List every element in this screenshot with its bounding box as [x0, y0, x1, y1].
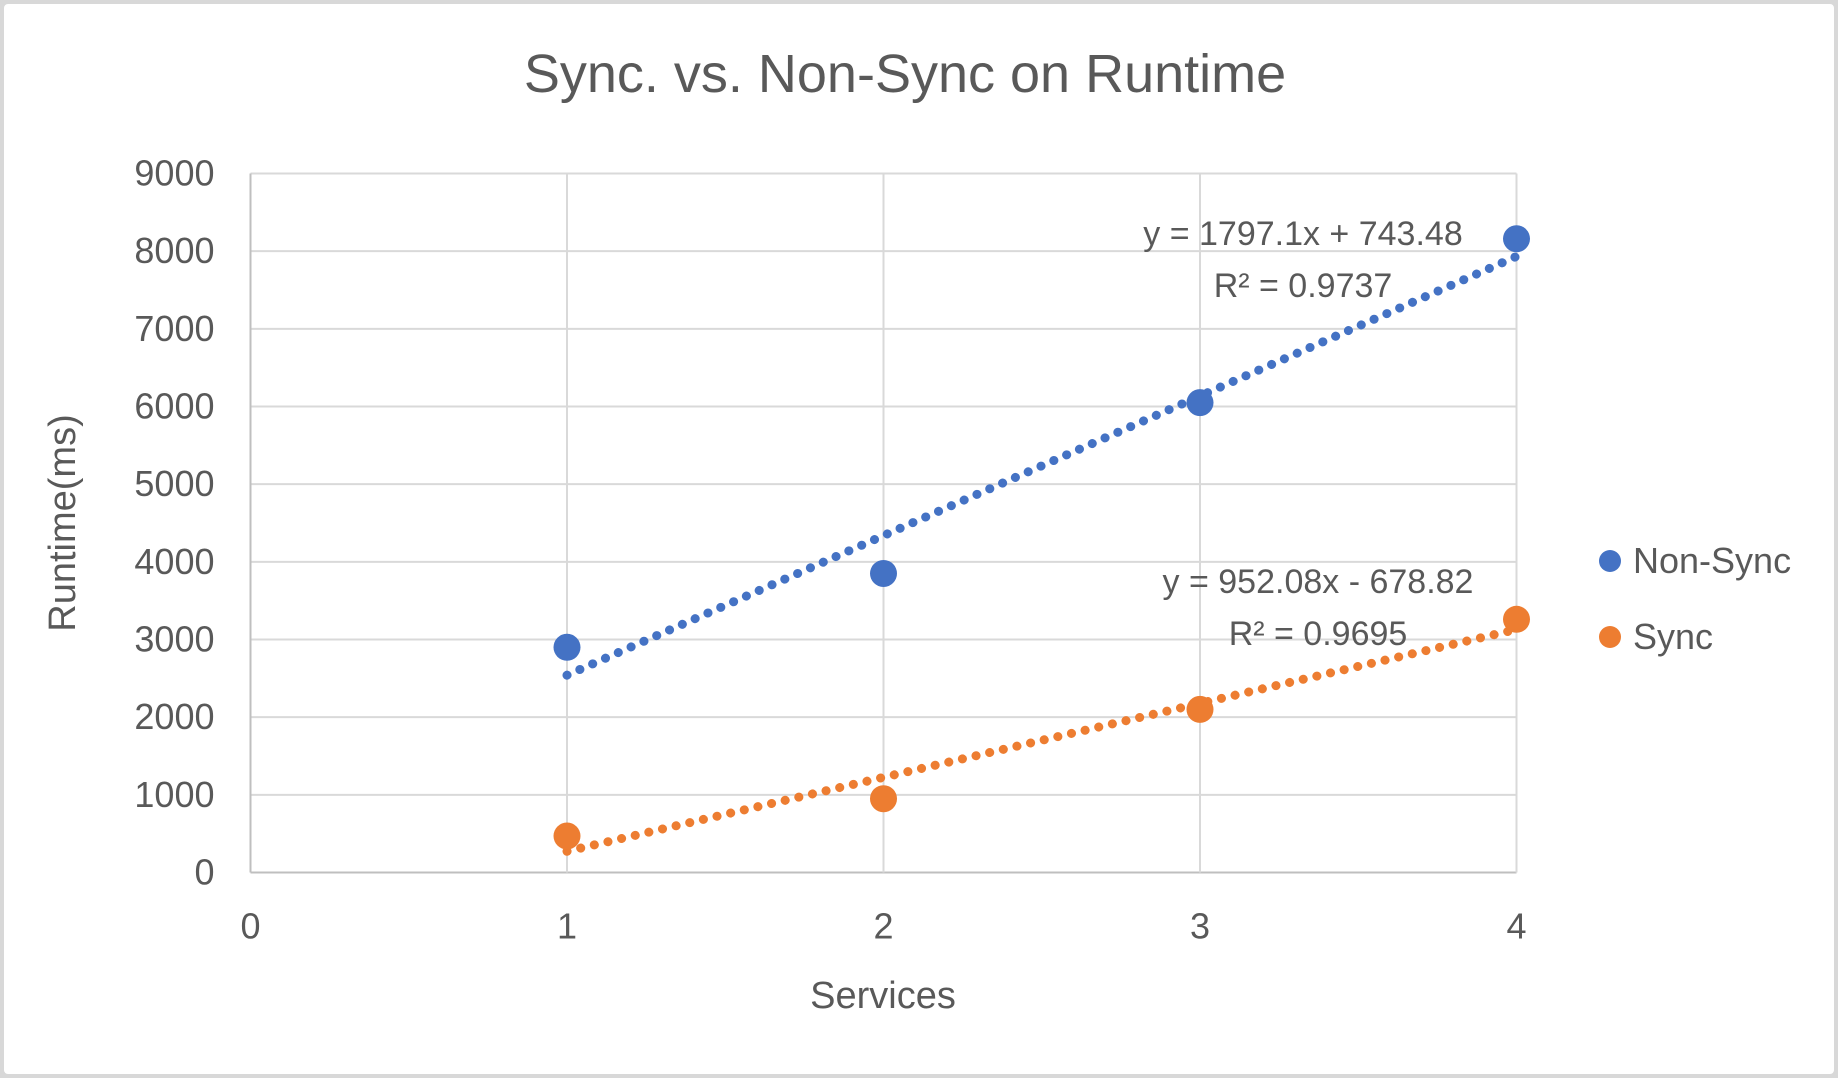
- sync-data-point-marker: [553, 822, 581, 850]
- y-tick-label: 4000: [134, 541, 214, 582]
- nonsync-trendline: [562, 251, 1521, 680]
- legend-marker-nonsync-icon: [1599, 550, 1621, 572]
- y-axis-title: Runtime(ms): [42, 414, 84, 631]
- sync-data-point-marker: [1503, 605, 1530, 633]
- legend: Non-Sync Sync: [1599, 540, 1791, 657]
- y-tick-label: 6000: [134, 386, 214, 427]
- y-tick-label: 5000: [134, 463, 214, 504]
- y-tick-label: 1000: [134, 774, 214, 815]
- sync-data-point-marker: [1186, 695, 1214, 723]
- y-tick-label: 0: [194, 852, 214, 893]
- sync-trendline: [562, 624, 1521, 856]
- plot-area: 0 1000 2000 3000 4000 5000 6000 7000 8000 9000 0 1 2…: [134, 153, 1530, 947]
- legend-label-sync: Sync: [1633, 616, 1713, 657]
- nonsync-trendline-r-squared: R² = 0.9737: [1214, 267, 1393, 305]
- x-axis-title: Services: [810, 975, 956, 1017]
- sync-trendline-r-squared: R² = 0.9695: [1229, 615, 1408, 653]
- nonsync-data-point-marker: [1186, 389, 1214, 417]
- x-tick-label: 3: [1190, 906, 1210, 947]
- sync-trendline-equation: y = 952.08x - 678.82: [1163, 563, 1474, 601]
- x-tick-label: 0: [240, 906, 260, 947]
- nonsync-data-point-marker: [553, 633, 581, 661]
- scatter-chart: 0 1000 2000 3000 4000 5000 6000 7000 8000 9000 0 1 2…: [42, 44, 1791, 1017]
- legend-label-nonsync: Non-Sync: [1633, 540, 1791, 581]
- x-tick-label: 2: [873, 906, 893, 947]
- y-tick-label: 8000: [134, 230, 214, 271]
- y-tick-label: 2000: [134, 696, 214, 737]
- y-tick-label: 3000: [134, 619, 214, 660]
- y-tick-label: 7000: [134, 308, 214, 349]
- legend-marker-sync-icon: [1599, 626, 1621, 648]
- sync-data-point-marker: [870, 785, 897, 813]
- nonsync-data-point-marker: [870, 559, 897, 587]
- nonsync-trendline-equation: y = 1797.1x + 743.48: [1143, 215, 1462, 253]
- nonsync-data-point-marker: [1503, 225, 1530, 253]
- x-tick-label: 4: [1506, 906, 1526, 947]
- y-tick-label: 9000: [134, 153, 214, 194]
- x-tick-label: 1: [557, 906, 577, 947]
- chart-title: Sync. vs. Non-Sync on Runtime: [524, 44, 1286, 104]
